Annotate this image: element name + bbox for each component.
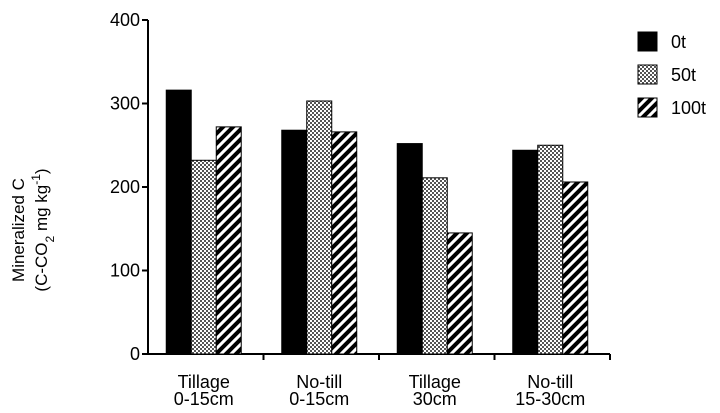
y-tick-label: 400 — [110, 10, 140, 30]
bar-100t-1 — [331, 131, 358, 355]
bar-100t-0 — [215, 126, 242, 355]
legend-swatch-0t — [637, 31, 658, 52]
x-tick-label-line2: 0-15cm — [174, 389, 234, 409]
y-tick-label: 200 — [110, 177, 140, 197]
legend: 0t 50t 100t — [637, 31, 706, 118]
legend-swatch-100t — [637, 97, 658, 118]
legend-swatch-50t — [637, 64, 658, 85]
x-tick-label-line2: 15-30cm — [515, 389, 585, 409]
x-tick-label-line1: Tillage — [178, 372, 230, 392]
bar-100t-2 — [446, 232, 473, 355]
y-axis-title: Mineralized C (C-CO2 mg kg-1) — [9, 168, 57, 291]
bar-0t-3 — [512, 149, 539, 355]
bar-50t-0 — [190, 159, 217, 355]
bar-0t-2 — [396, 143, 423, 355]
bar-0t-0 — [165, 89, 192, 355]
x-tick-label-line1: Tillage — [409, 372, 461, 392]
y-tick-label: 100 — [110, 261, 140, 281]
legend-label-50t: 50t — [671, 65, 696, 85]
y-axis-title-line1: Mineralized C — [9, 178, 28, 282]
bar-100t-3 — [562, 181, 589, 355]
x-tick-label-line2: 30cm — [413, 389, 457, 409]
bar-50t-1 — [306, 100, 333, 355]
bar-0t-1 — [281, 129, 308, 355]
y-tick-label: 300 — [110, 94, 140, 114]
bar-50t-2 — [421, 177, 448, 355]
y-axis-title-line2: (C-CO2 mg kg-1) — [29, 168, 57, 291]
x-tick-label-line1: No-till — [527, 372, 573, 392]
x-tick-label-line2: 0-15cm — [289, 389, 349, 409]
legend-label-0t: 0t — [671, 32, 686, 52]
bar-50t-3 — [537, 144, 564, 355]
bars — [165, 89, 589, 355]
legend-label-100t: 100t — [671, 98, 706, 118]
y-tick-label: 0 — [130, 344, 140, 364]
x-axis-labels: Tillage0-15cmNo-till0-15cmTillage30cmNo-… — [174, 372, 586, 409]
x-tick-label-line1: No-till — [296, 372, 342, 392]
